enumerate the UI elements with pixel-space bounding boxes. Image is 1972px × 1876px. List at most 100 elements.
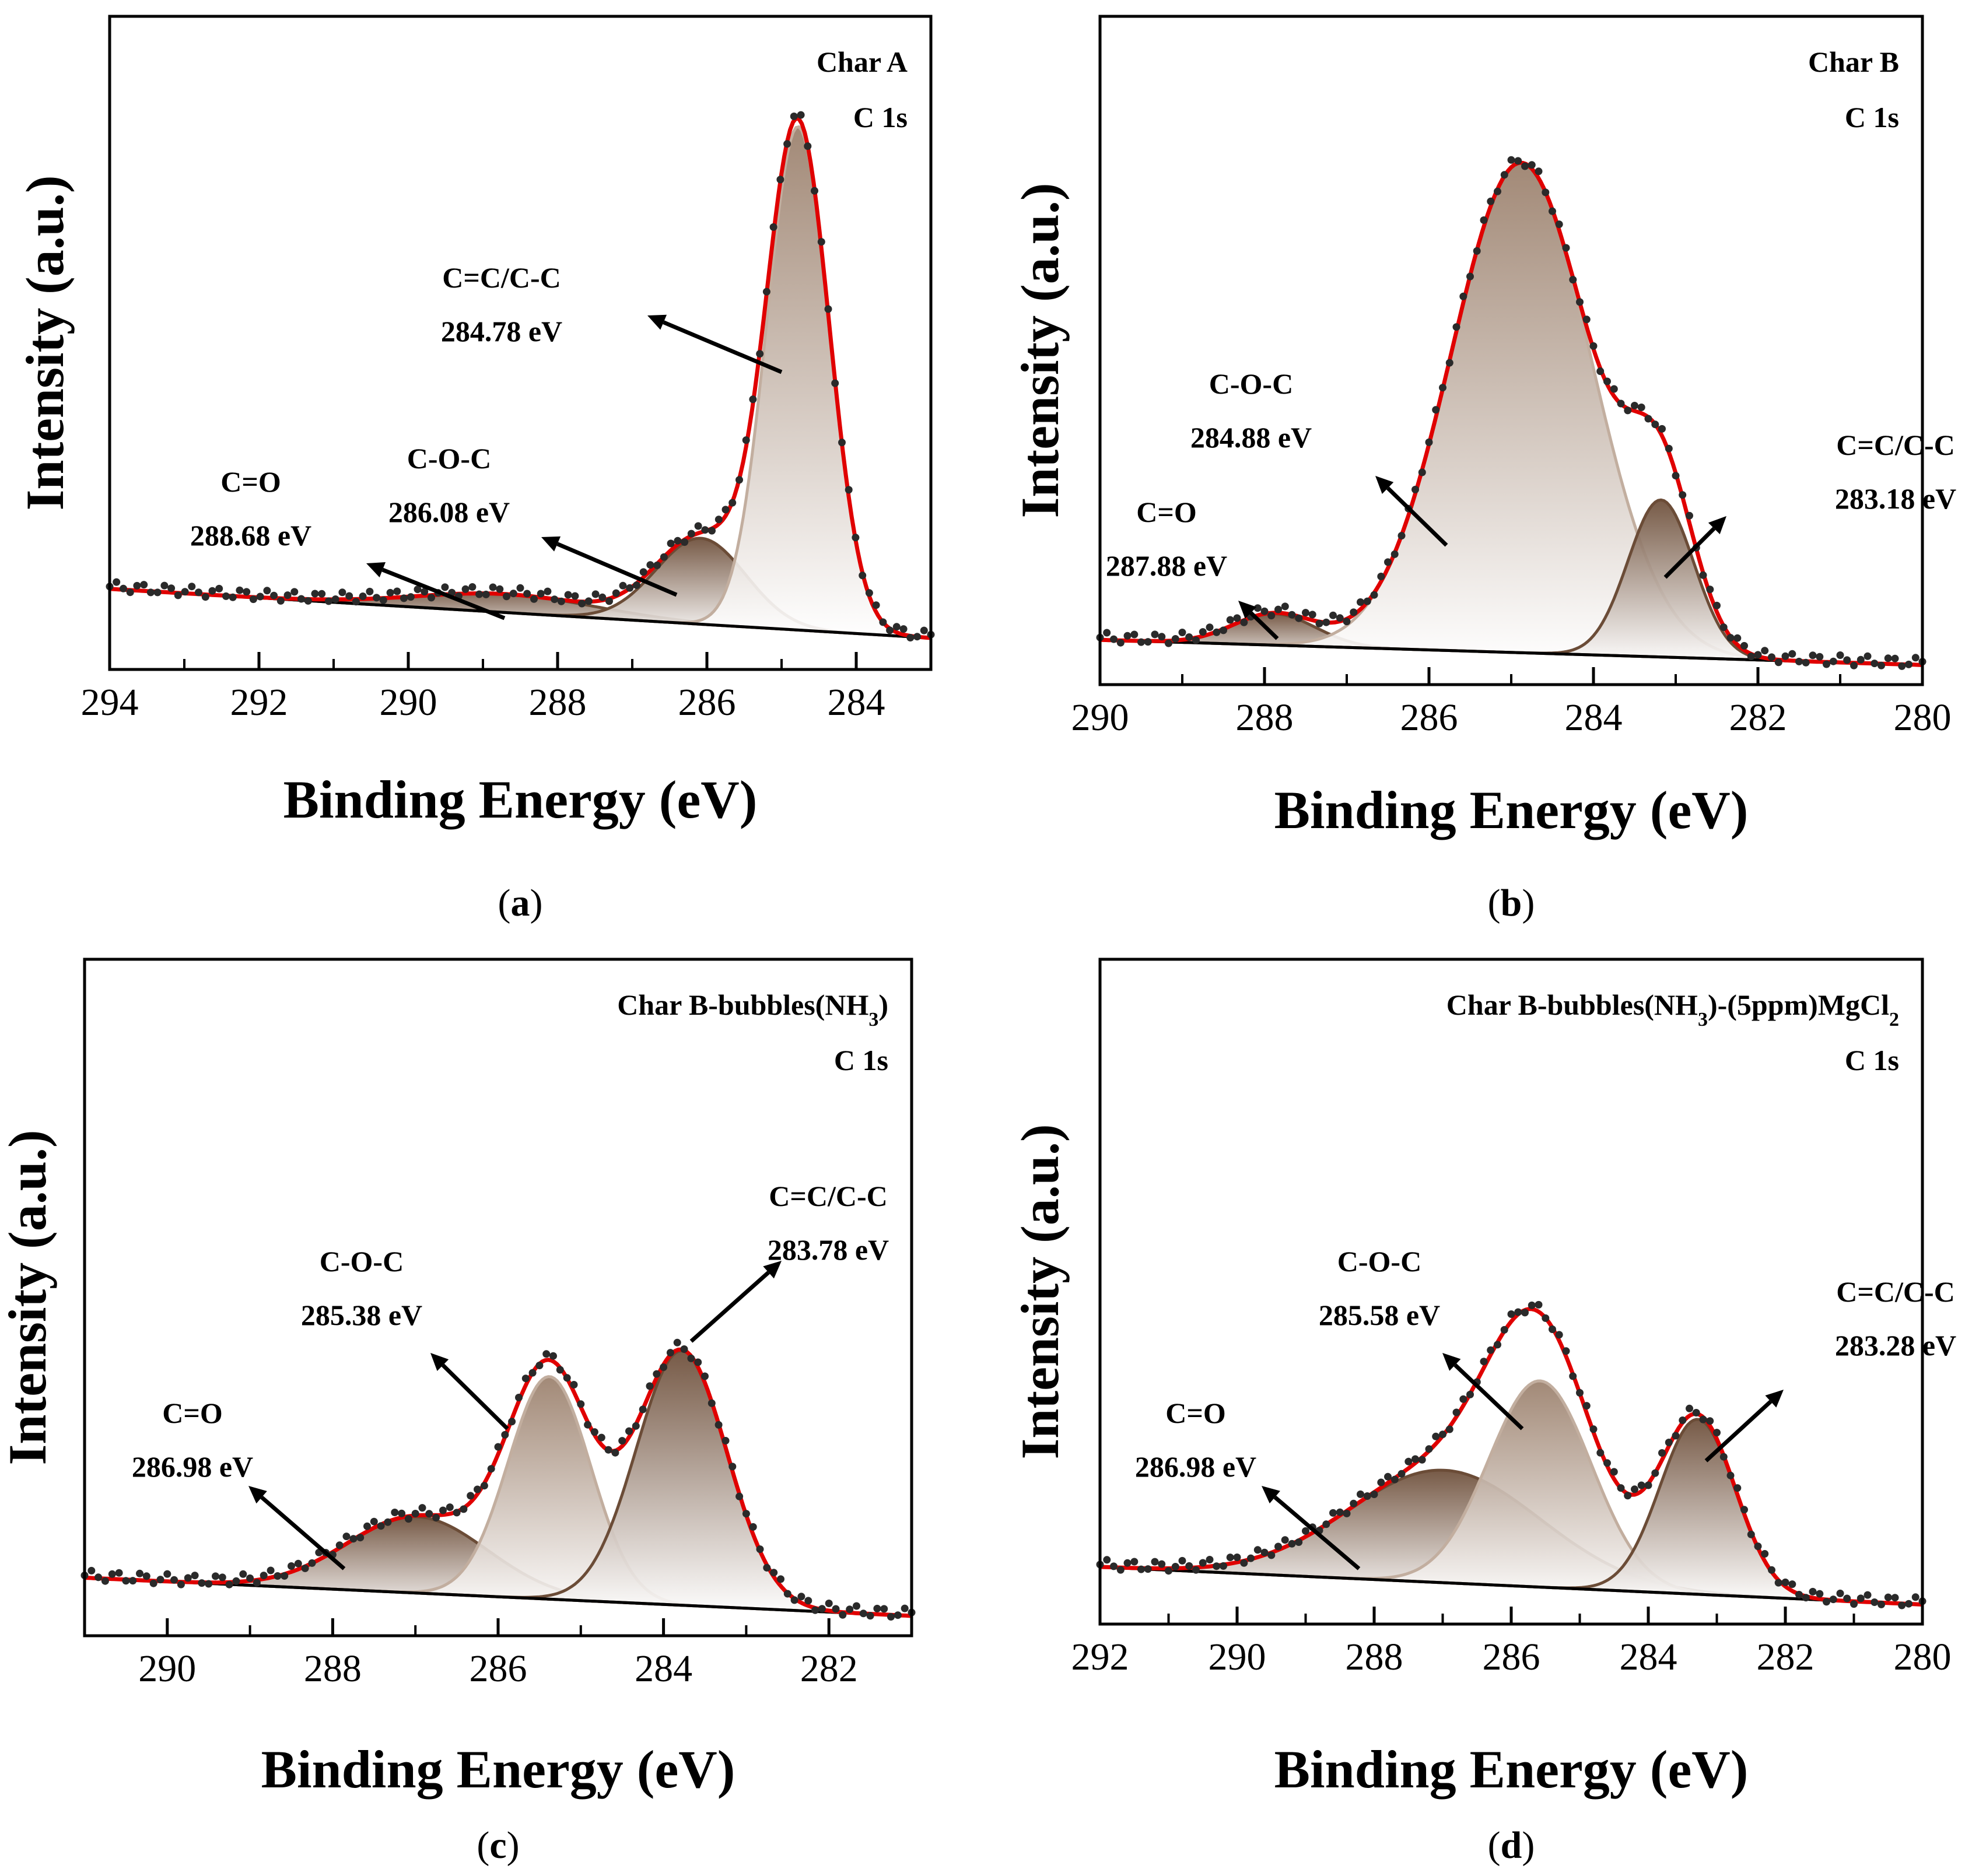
data-point bbox=[256, 592, 264, 601]
sample-label: Char B-bubbles(NH3)-(5ppm)MgCl2 bbox=[1446, 988, 1899, 1030]
data-point bbox=[577, 1400, 585, 1408]
data-point bbox=[260, 1572, 268, 1580]
data-point bbox=[468, 583, 477, 591]
data-point bbox=[222, 592, 230, 600]
data-point bbox=[906, 634, 915, 641]
x-tick-label: 284 bbox=[1565, 696, 1623, 739]
data-point bbox=[508, 1418, 516, 1426]
data-point bbox=[1110, 1562, 1118, 1570]
arrow-head bbox=[1238, 601, 1257, 619]
data-point bbox=[1240, 618, 1248, 626]
data-point bbox=[1213, 628, 1221, 636]
data-point bbox=[694, 522, 702, 530]
data-point bbox=[1754, 651, 1762, 659]
data-point bbox=[701, 1372, 709, 1380]
data-point bbox=[1692, 1409, 1700, 1416]
data-point bbox=[243, 588, 251, 596]
data-point bbox=[742, 436, 750, 444]
data-point bbox=[859, 1609, 867, 1618]
data-point bbox=[618, 1437, 626, 1445]
data-point bbox=[528, 1369, 537, 1377]
data-point bbox=[400, 594, 408, 602]
data-point bbox=[503, 592, 510, 601]
orbital-label: C 1s bbox=[834, 1044, 888, 1076]
data-point bbox=[156, 1576, 164, 1584]
data-point bbox=[363, 1522, 371, 1530]
data-point bbox=[687, 530, 695, 538]
data-point bbox=[763, 1563, 771, 1572]
data-point bbox=[113, 578, 121, 586]
data-point bbox=[496, 585, 504, 593]
data-point bbox=[1226, 1554, 1234, 1562]
data-point bbox=[253, 1579, 261, 1587]
data-point bbox=[1425, 1445, 1433, 1453]
data-point bbox=[1754, 1542, 1762, 1551]
data-point bbox=[783, 1590, 791, 1598]
data-point bbox=[521, 1374, 530, 1383]
data-point bbox=[1459, 1395, 1467, 1403]
data-point bbox=[653, 561, 661, 569]
data-point bbox=[1377, 1478, 1385, 1486]
annotation-arrow bbox=[556, 542, 678, 597]
data-point bbox=[632, 1422, 640, 1430]
data-point bbox=[1871, 660, 1879, 668]
data-point bbox=[425, 1510, 433, 1518]
data-point bbox=[1774, 1579, 1782, 1587]
data-point bbox=[174, 591, 182, 599]
data-point bbox=[1699, 1415, 1707, 1423]
data-point bbox=[229, 593, 237, 601]
chart-panel-b: 290 288 286 284 282 280 Binding Energy (eV) Int… bbox=[1010, 15, 1956, 924]
data-point bbox=[1404, 1457, 1413, 1465]
data-point bbox=[1411, 486, 1419, 493]
peak-energy-label: 286.98 eV bbox=[132, 1450, 253, 1483]
x-tick-label: 284 bbox=[1620, 1636, 1677, 1678]
annotation-arrow bbox=[663, 320, 783, 374]
data-point bbox=[817, 238, 825, 246]
data-point bbox=[811, 1606, 819, 1614]
data-point bbox=[605, 597, 613, 605]
data-point bbox=[288, 1562, 295, 1570]
data-point bbox=[1726, 634, 1735, 642]
data-point bbox=[1535, 167, 1543, 176]
data-point bbox=[633, 581, 640, 589]
data-point bbox=[1761, 647, 1769, 655]
data-point bbox=[160, 581, 169, 590]
experimental-points bbox=[1096, 1300, 1927, 1609]
data-point bbox=[428, 594, 435, 602]
x-tick-label: 280 bbox=[1894, 1636, 1952, 1678]
sample-label: Char A bbox=[817, 45, 908, 78]
data-point bbox=[181, 588, 189, 596]
annotation-arrow bbox=[689, 1271, 770, 1343]
data-point bbox=[1816, 653, 1824, 661]
data-point bbox=[1480, 1358, 1488, 1366]
data-point bbox=[728, 1463, 737, 1471]
data-point bbox=[673, 1338, 681, 1346]
chart-panel-c: 290 288 286 284 282 Binding Energy (eV) Intens… bbox=[0, 958, 916, 1867]
data-point bbox=[1740, 1506, 1748, 1514]
data-point bbox=[225, 1580, 233, 1589]
data-point bbox=[1836, 651, 1844, 659]
panel-caption: (b) bbox=[1488, 882, 1535, 924]
data-point bbox=[832, 1605, 840, 1613]
data-point bbox=[1528, 1301, 1536, 1309]
data-point bbox=[1761, 1550, 1769, 1558]
data-point bbox=[749, 395, 757, 404]
data-point bbox=[1713, 601, 1721, 609]
data-point bbox=[1823, 1598, 1830, 1606]
data-point bbox=[899, 625, 908, 633]
data-point bbox=[432, 1514, 440, 1521]
data-point bbox=[129, 1577, 137, 1585]
data-point bbox=[1220, 1562, 1227, 1570]
data-point bbox=[859, 571, 867, 580]
data-point bbox=[1432, 1432, 1440, 1440]
data-point bbox=[839, 1611, 847, 1619]
envelope-fit-line bbox=[1099, 1307, 1923, 1607]
data-point bbox=[1445, 359, 1453, 367]
data-point bbox=[1507, 1310, 1515, 1318]
data-point bbox=[1665, 1439, 1673, 1446]
panel-caption: (c) bbox=[477, 1824, 519, 1867]
data-point bbox=[1130, 1558, 1139, 1566]
data-point bbox=[1411, 1455, 1419, 1463]
data-point bbox=[1624, 406, 1632, 415]
